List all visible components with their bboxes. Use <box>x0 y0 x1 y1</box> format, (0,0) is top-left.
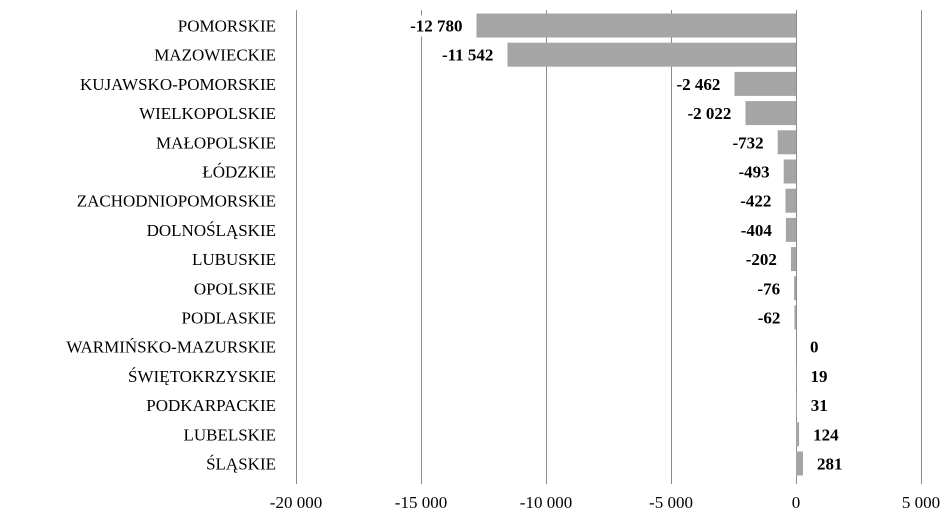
data-label-background <box>407 15 466 37</box>
category-label: PODKARPACKIE <box>146 396 276 415</box>
bar <box>794 276 796 301</box>
bar <box>794 305 796 330</box>
data-label-background <box>810 424 843 446</box>
bar <box>783 159 796 184</box>
x-tick-label: 5 000 <box>902 493 940 512</box>
data-label-background <box>438 44 497 66</box>
x-tick-label: -20 000 <box>270 493 322 512</box>
data-label-background <box>814 453 846 475</box>
data-label-background <box>737 190 775 212</box>
category-label: WARMIŃSKO-MAZURSKIE <box>66 338 276 357</box>
data-label-background <box>742 249 780 271</box>
data-label: 19 <box>810 367 827 386</box>
category-label: POMORSKIE <box>178 17 276 36</box>
bar <box>777 130 796 155</box>
x-tick-label: -15 000 <box>395 493 447 512</box>
data-label: -202 <box>746 250 777 269</box>
data-label-background <box>807 395 831 417</box>
bar <box>796 422 800 447</box>
data-label-background <box>729 132 767 154</box>
data-label-background <box>754 307 784 329</box>
data-label: -404 <box>741 221 773 240</box>
data-label: 124 <box>813 425 839 444</box>
bar <box>476 13 796 38</box>
category-label: OPOLSKIE <box>194 279 276 298</box>
data-label: 31 <box>811 396 828 415</box>
gridlines <box>296 10 922 484</box>
data-label-background <box>754 278 784 300</box>
category-label: ŁÓDZKIE <box>202 163 276 182</box>
category-labels: POMORSKIE MAZOWIECKIE KUJAWSKO-POMORSKIE WI… <box>66 17 276 474</box>
data-label: -62 <box>758 309 781 328</box>
data-label-background <box>807 336 822 358</box>
x-axis-tick-labels: -20 000 -15 000 -10 000 -5 000 0 5 000 <box>270 493 940 512</box>
data-label: -732 <box>733 133 764 152</box>
category-label: ŚLĄSKIE <box>206 455 276 474</box>
data-label: -76 <box>757 279 780 298</box>
bars <box>476 13 804 476</box>
category-label: ZACHODNIOPOMORSKIE <box>77 192 276 211</box>
data-label: 0 <box>810 338 819 357</box>
category-label: DOLNOŚLĄSKIE <box>147 221 276 240</box>
category-label: PODLASKIE <box>182 309 276 328</box>
data-label: -2 462 <box>677 75 721 94</box>
category-label: WIELKOPOLSKIE <box>139 104 276 123</box>
x-tick-label: -10 000 <box>520 493 572 512</box>
bar <box>796 393 797 418</box>
bar <box>745 101 796 126</box>
x-tick-label: -5 000 <box>649 493 693 512</box>
bar <box>734 71 796 96</box>
data-label-background <box>684 103 735 125</box>
category-label: LUBUSKIE <box>192 250 276 269</box>
category-label: KUJAWSKO-POMORSKIE <box>80 75 276 94</box>
category-label: MAZOWIECKIE <box>154 46 276 65</box>
bar <box>785 188 796 213</box>
data-labels: -12 780 -11 542 -2 462 -2 022-732 -493 -422 -4… <box>407 15 846 475</box>
bar <box>796 451 804 476</box>
data-label: -2 022 <box>688 104 732 123</box>
data-label: -422 <box>740 192 771 211</box>
data-label: -12 780 <box>410 17 462 36</box>
bar <box>790 247 796 272</box>
x-tick-label: 0 <box>792 493 801 512</box>
bar <box>507 42 796 67</box>
data-label: -11 542 <box>442 46 493 65</box>
category-label: LUBELSKIE <box>183 425 276 444</box>
data-label-background <box>737 219 776 241</box>
category-label: ŚWIĘTOKRZYSKIE <box>128 367 276 386</box>
category-label: MAŁOPOLSKIE <box>156 133 276 152</box>
data-label-background <box>807 365 831 387</box>
data-label-background <box>735 161 773 183</box>
bar <box>785 217 796 242</box>
data-label: 281 <box>817 455 843 474</box>
data-label-background <box>673 73 724 95</box>
data-label: -493 <box>739 163 770 182</box>
